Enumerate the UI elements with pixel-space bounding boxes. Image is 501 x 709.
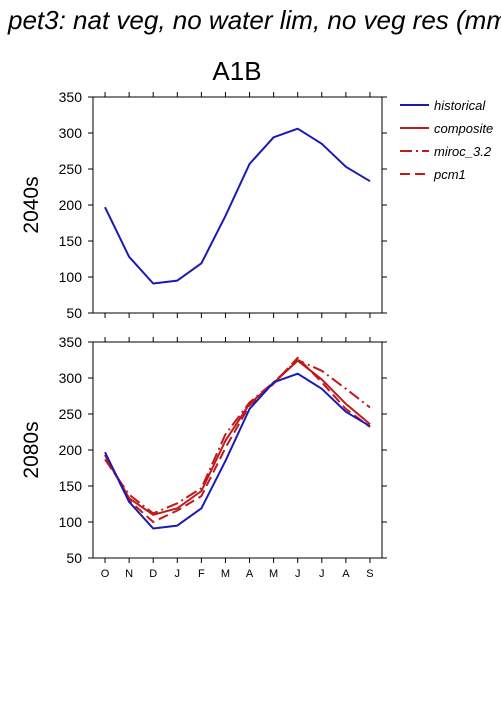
y-tick-label: 350 xyxy=(59,334,83,350)
y-axis-label: 2040s xyxy=(20,176,43,233)
y-tick-label: 350 xyxy=(59,89,83,105)
legend-label: pcm1 xyxy=(433,167,466,182)
y-tick-label: 150 xyxy=(59,478,83,494)
x-tick-label: J xyxy=(319,568,325,580)
y-tick-label: 250 xyxy=(59,161,83,177)
y-tick-label: 300 xyxy=(59,370,83,386)
x-tick-label: S xyxy=(366,568,373,580)
plot-frame xyxy=(92,341,383,559)
panel-2080s: 50 100 150 200 250 300 350 O N D J F M A M J J A S 2080s xyxy=(20,334,387,580)
panel-2040s: 50 100 150 200 250 300 350 2040s xyxy=(20,89,387,321)
y-axis-label: 2080s xyxy=(20,421,43,478)
y-tick-label: 200 xyxy=(59,197,83,213)
x-tick-label: J xyxy=(175,568,181,580)
y-tick-label: 100 xyxy=(59,269,83,285)
x-tick-label: A xyxy=(342,568,350,580)
series-line-pcm1 xyxy=(104,356,371,523)
y-tick-label: 250 xyxy=(59,406,83,422)
x-tick-label: M xyxy=(269,568,278,580)
y-tick-label: 100 xyxy=(59,514,83,530)
x-tick-label: A xyxy=(246,568,254,580)
x-tick-label: J xyxy=(295,568,301,580)
legend-label: historical xyxy=(434,98,486,113)
x-tick-label: N xyxy=(125,568,133,580)
x-tick-label: O xyxy=(101,568,110,580)
series-line-historical xyxy=(104,372,371,530)
series-line-historical xyxy=(104,127,371,285)
figure-title: pet3: nat veg, no water lim, no veg res … xyxy=(7,5,501,35)
x-tick-label: M xyxy=(221,568,230,580)
y-tick-label: 200 xyxy=(59,442,83,458)
x-tick-label: D xyxy=(149,568,157,580)
legend-label: miroc_3.2 xyxy=(434,144,492,159)
y-tick-label: 300 xyxy=(59,125,83,141)
legend-label: composite xyxy=(434,121,493,136)
scenario-title: A1B xyxy=(212,56,261,86)
y-tick-label: 50 xyxy=(66,550,82,566)
series-line-composite xyxy=(104,359,371,516)
plot-frame xyxy=(92,96,383,314)
x-tick-label: F xyxy=(198,568,205,580)
legend: historical composite miroc_3.2 pcm1 xyxy=(400,98,493,182)
y-tick-label: 150 xyxy=(59,233,83,249)
y-tick-label: 50 xyxy=(66,305,82,321)
series-line-miroc-3-2 xyxy=(104,359,371,515)
